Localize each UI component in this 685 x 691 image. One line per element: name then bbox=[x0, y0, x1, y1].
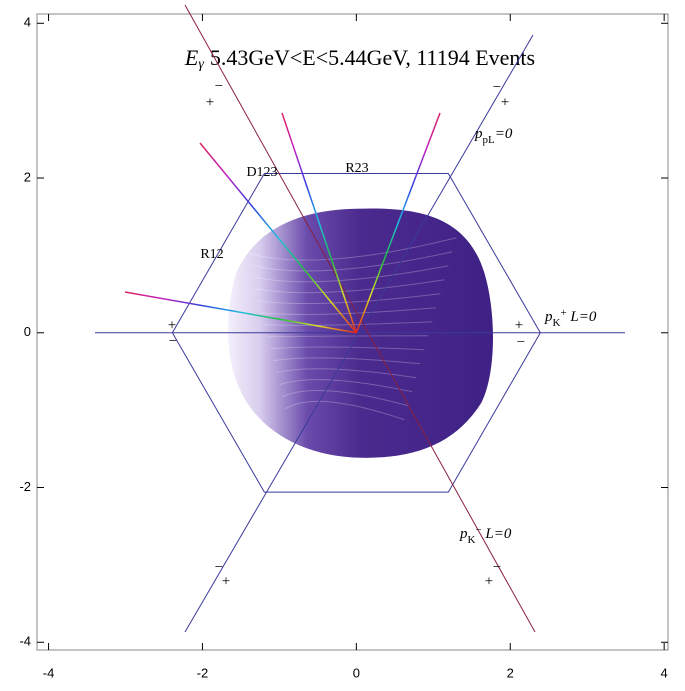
density-streak bbox=[276, 368, 417, 379]
sign-label: + bbox=[222, 573, 230, 589]
density-streak bbox=[270, 346, 425, 351]
label-sub: K bbox=[553, 317, 561, 329]
density-streak bbox=[249, 251, 453, 272]
line-label: ppL=0 bbox=[474, 126, 513, 145]
x-tick-label: 0 bbox=[353, 665, 360, 680]
y-tick-label: 4 bbox=[24, 15, 31, 30]
density-streak bbox=[261, 307, 437, 315]
density-streak bbox=[285, 400, 405, 421]
density-streak bbox=[252, 265, 449, 283]
label-sub: K bbox=[468, 534, 476, 546]
line-label: pK+ L=0 bbox=[544, 307, 597, 329]
label-symbol: p bbox=[544, 309, 553, 325]
density-streak bbox=[267, 335, 429, 338]
sign-label: + bbox=[501, 94, 509, 110]
density-streak bbox=[279, 379, 413, 393]
sign-label: − bbox=[493, 79, 501, 95]
y-tick-label: -4 bbox=[19, 634, 31, 649]
ray bbox=[199, 142, 357, 334]
label-rest: L=0 bbox=[482, 526, 512, 542]
sign-label: + bbox=[168, 317, 176, 333]
density-streak bbox=[264, 321, 433, 326]
sign-label: + bbox=[206, 94, 214, 110]
ray bbox=[124, 291, 357, 334]
sign-label: − bbox=[169, 333, 177, 349]
ray bbox=[281, 112, 358, 334]
x-tick-label: 2 bbox=[507, 665, 514, 680]
label-rest: L=0 bbox=[567, 309, 597, 325]
density-streak bbox=[273, 357, 421, 365]
ray bbox=[355, 112, 441, 334]
pp-line bbox=[184, 34, 534, 633]
label-sup: + bbox=[560, 307, 566, 319]
plot-frame bbox=[36, 13, 669, 651]
x-tick-label: 4 bbox=[661, 665, 668, 680]
sign-label: − bbox=[215, 78, 223, 94]
density-streak bbox=[255, 279, 445, 294]
sign-label: − bbox=[215, 559, 223, 575]
y-tick-label: 2 bbox=[24, 169, 31, 184]
region-label: D123 bbox=[246, 165, 277, 180]
x-tick-label: -2 bbox=[197, 665, 209, 680]
label-sup: − bbox=[475, 524, 481, 536]
label-sub: pL bbox=[483, 134, 496, 146]
line-label: pK− L=0 bbox=[459, 524, 512, 546]
sign-label: − bbox=[517, 334, 525, 350]
sign-label: + bbox=[515, 317, 523, 333]
chart-title: Eγ 5.43GeV<E<5.44GeV, 11194 Events bbox=[184, 45, 535, 72]
region-label: R23 bbox=[345, 161, 368, 176]
label-rest: =0 bbox=[495, 126, 513, 142]
label-symbol: p bbox=[459, 526, 468, 542]
label-symbol: p bbox=[474, 126, 483, 142]
region-label: R12 bbox=[200, 247, 223, 262]
density-streak bbox=[282, 390, 409, 407]
x-tick-label: -4 bbox=[43, 665, 55, 680]
pK-minus-line bbox=[184, 4, 536, 633]
y-tick-label: -2 bbox=[19, 479, 31, 494]
density-streak bbox=[246, 237, 457, 261]
y-tick-label: 0 bbox=[24, 324, 31, 339]
sign-label: − bbox=[493, 559, 501, 575]
sign-label: + bbox=[485, 573, 493, 589]
density-streak bbox=[258, 293, 441, 305]
